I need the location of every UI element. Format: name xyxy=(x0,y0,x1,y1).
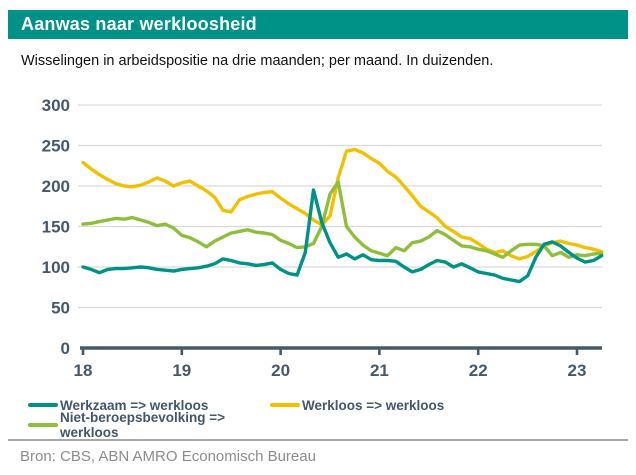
line-chart: 0 50 100 150 200 250 300 18 19 20 21 22 23 xyxy=(42,96,604,380)
legend-label: Werkzaam => werkloos xyxy=(60,397,209,413)
teal-line-swatch-icon xyxy=(28,403,58,407)
divider xyxy=(8,439,628,441)
yellow-line-swatch-icon xyxy=(270,403,300,407)
x-tick-label: 20 xyxy=(271,361,290,380)
y-tick-label: 100 xyxy=(42,258,70,277)
y-tick-label: 50 xyxy=(51,299,70,318)
x-tick-label: 23 xyxy=(568,361,587,380)
legend: Werkzaam => werkloos Werkloos => werkloo… xyxy=(28,395,618,440)
legend-item-nietberoepsbevolking-werkloos: Niet-beroepsbevolking => werkloos xyxy=(28,410,270,440)
header-bar: Aanwas naar werkloosheid xyxy=(8,10,628,39)
x-tick-label: 18 xyxy=(74,361,93,380)
y-tick-label: 150 xyxy=(42,218,70,237)
series-line-1 xyxy=(81,147,604,261)
chart-subtitle: Wisselingen in arbeidspositie na drie ma… xyxy=(21,53,494,69)
green-line-swatch-icon xyxy=(28,423,58,427)
x-tick-label: 22 xyxy=(469,361,488,380)
legend-label: Niet-beroepsbevolking => werkloos xyxy=(60,410,226,440)
legend-item-werkzaam-werkloos: Werkzaam => werkloos xyxy=(28,395,270,415)
legend-label: Werkloos => werkloos xyxy=(302,397,445,413)
y-tick-label: 250 xyxy=(42,137,70,156)
source-text: Bron: CBS, ABN AMRO Economisch Bureau xyxy=(20,448,316,465)
y-tick-label: 300 xyxy=(42,96,70,115)
x-tick-label: 21 xyxy=(370,361,389,380)
series-line-0 xyxy=(81,188,604,284)
series-line-2 xyxy=(81,180,604,260)
x-tick-label: 19 xyxy=(172,361,191,380)
y-tick-label: 0 xyxy=(61,339,70,358)
legend-item-werkloos-werkloos: Werkloos => werkloos xyxy=(270,395,444,415)
y-tick-label: 200 xyxy=(42,177,70,196)
page-title: Aanwas naar werkloosheid xyxy=(21,14,257,34)
